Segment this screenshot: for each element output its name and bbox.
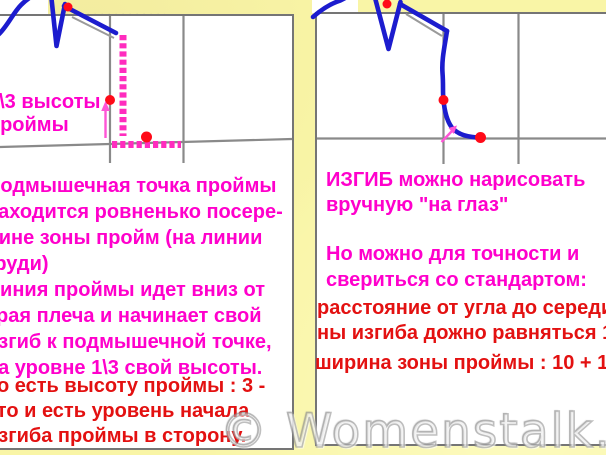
text-line: Подмышечная точка проймы [0,175,277,197]
left-description-red: То есть высоту проймы : 3 - это и есть у… [0,374,265,449]
text-line: это и есть уровень начала [0,400,250,422]
marker-dot [105,95,115,105]
text-line: изгиба проймы в сторону. [0,425,247,447]
text-line: вручную "на глаз" [326,194,509,216]
right-caption-standard: Но можно для точности и свериться со ста… [326,241,587,293]
up-arrow [101,101,110,138]
text-line: груди) [0,253,49,275]
shoulder-guide-line [71,16,115,39]
shoulder-dart [49,0,68,49]
paper-patch [0,0,48,15]
text-line: расстояние от угла до середи- [317,297,606,319]
watermark: © Womenstalk.ru [219,403,606,455]
marker-dot [382,0,392,9]
right-rule-width: ширина зоны проймы : 10 + 1 [315,352,606,374]
marker-dot [438,95,449,105]
neckline [310,0,347,20]
text-line: края плеча и начинает свой [0,305,262,327]
right-rule-distance: расстояние от угла до середи- ны изгиба … [317,296,606,346]
blue-pattern-line-left [0,0,119,49]
shoulder-dart [373,0,403,52]
height-label: 1\3 высоты проймы [0,91,100,137]
armhole-curve [440,28,483,140]
right-grid-panel [315,12,606,446]
text-line: ны изгиба дожно равняться 1 [317,322,606,344]
right-caption-izgib: ИЗГИБ можно нарисовать вручную "на глаз" [326,168,585,218]
marker-dot [63,2,73,12]
text-line: на уровне 1\3 свой высоты. [0,357,263,379]
left-description-magenta: Подмышечная точка проймы находится ровне… [0,173,283,381]
text-line: Линия проймы идет вниз от [0,279,266,301]
text-line: То есть высоту проймы : 3 - [0,375,266,397]
left-grid-panel [0,14,294,450]
text-line: Но можно для точности и [326,243,580,265]
curve-arrow [440,125,457,143]
text-line: изгиб к подмышечной точке, [0,331,272,353]
height-label-line2: проймы [0,114,69,136]
blue-pattern-line-right [310,0,483,140]
shoulder-line [61,3,119,36]
shoulder-line [397,1,450,34]
marker-dot [141,131,152,143]
text-line: дине зоны пройм (на линии [0,227,263,249]
marker-dot [475,132,486,143]
shoulder-guide-line [405,13,443,37]
text-line: находится ровненько посере- [0,201,283,223]
height-label-line1: 1\3 высоты [0,91,101,113]
neckline [0,0,31,37]
text-line: ИЗГИБ можно нарисовать [326,169,586,191]
text-line: свериться со стандартом: [326,269,587,291]
